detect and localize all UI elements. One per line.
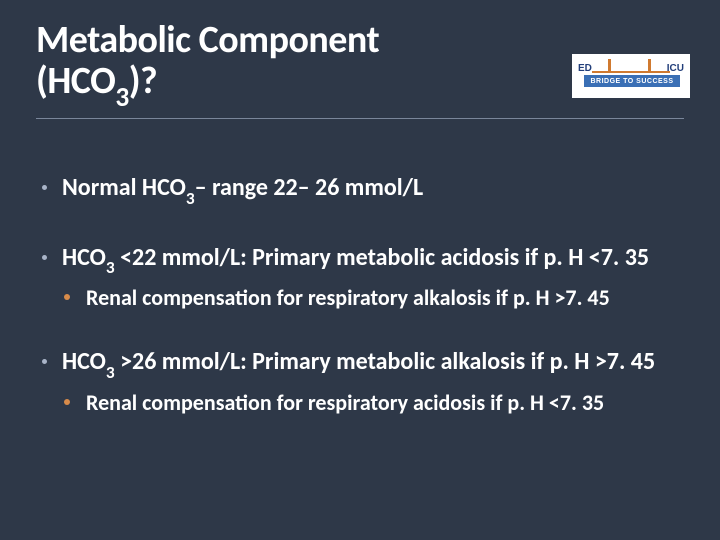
bullet-level1: HCO3 <22 mmol/L: Primary metabolic acido… <box>40 243 684 276</box>
slide: Metabolic Component (HCO3)? ED ICU BRIDG… <box>0 0 720 540</box>
title-line2-post: )? <box>129 58 157 104</box>
bullet-subscript: 3 <box>106 257 115 278</box>
bridge-tower-icon <box>608 59 611 73</box>
bullet-level2: Renal compensation for respiratory acido… <box>60 389 684 417</box>
bullet-text-pre: HCO <box>62 347 106 376</box>
bullet-level1: Normal HCO3– range 22– 26 mmol/L <box>40 173 684 206</box>
bullet-text: Renal compensation for respiratory alkal… <box>86 284 610 311</box>
bullet-text: Renal compensation for respiratory acido… <box>86 389 604 416</box>
bullet-group: HCO3 <22 mmol/L: Primary metabolic acido… <box>40 243 684 312</box>
title-subscript: 3 <box>115 81 128 114</box>
bullet-text-pre: HCO <box>62 243 106 272</box>
bullet-subscript: 3 <box>106 362 115 383</box>
bullet-subscript: 3 <box>186 188 195 209</box>
logo: ED ICU BRIDGE TO SUCCESS <box>572 54 690 98</box>
bullet-text-post: – range 22– 26 mmol/L <box>195 173 424 202</box>
bullet-text-post: >26 mmol/L: Primary metabolic alkalosis … <box>115 347 655 376</box>
slide-content: Normal HCO3– range 22– 26 mmol/L HCO3 <2… <box>36 173 684 416</box>
bullet-text-post: <22 mmol/L: Primary metabolic acidosis i… <box>115 243 649 272</box>
bridge-tower-icon <box>648 59 651 73</box>
logo-right-label: ICU <box>667 63 684 74</box>
slide-header: Metabolic Component (HCO3)? ED ICU BRIDG… <box>36 20 684 119</box>
bullet-level2: Renal compensation for respiratory alkal… <box>60 284 684 312</box>
logo-graphic: ED ICU BRIDGE TO SUCCESS <box>576 57 686 95</box>
title-line1: Metabolic Component <box>36 17 379 63</box>
bullet-group: HCO3 >26 mmol/L: Primary metabolic alkal… <box>40 347 684 416</box>
bridge-deck-icon <box>592 71 670 73</box>
bullet-text-pre: Normal HCO <box>62 173 186 202</box>
bullet-level1: HCO3 >26 mmol/L: Primary metabolic alkal… <box>40 347 684 380</box>
title-line2-pre: (HCO <box>36 58 115 104</box>
logo-left-label: ED <box>578 63 592 74</box>
logo-banner: BRIDGE TO SUCCESS <box>584 75 680 87</box>
bullet-group: Normal HCO3– range 22– 26 mmol/L <box>40 173 684 206</box>
slide-title: Metabolic Component (HCO3)? <box>36 20 556 108</box>
